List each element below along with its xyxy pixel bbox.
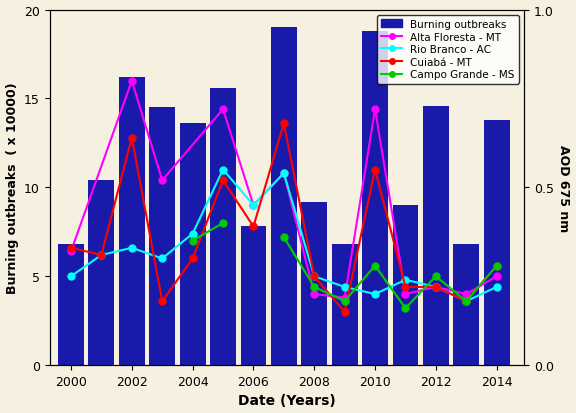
Bar bbox=[119, 78, 145, 365]
Legend: Burning outbreaks, Alta Floresta - MT, Rio Branco - AC, Cuiabá - MT, Campo Grand: Burning outbreaks, Alta Floresta - MT, R… bbox=[377, 16, 519, 84]
Bar bbox=[58, 244, 84, 365]
X-axis label: Date (Years): Date (Years) bbox=[238, 394, 336, 408]
Line: Campo Grande - MS: Campo Grande - MS bbox=[189, 220, 226, 244]
Bar bbox=[423, 106, 449, 365]
Bar bbox=[149, 108, 175, 365]
Bar bbox=[241, 227, 266, 365]
Campo Grande - MS bbox=[219, 221, 226, 226]
Bar bbox=[393, 206, 418, 365]
Bar bbox=[362, 32, 388, 365]
Bar bbox=[484, 121, 510, 365]
Bar bbox=[453, 244, 479, 365]
Bar bbox=[210, 88, 236, 365]
Bar bbox=[89, 181, 114, 365]
Bar bbox=[271, 28, 297, 365]
Campo Grande - MS bbox=[189, 239, 196, 244]
Bar bbox=[301, 202, 327, 365]
Bar bbox=[180, 124, 206, 365]
Y-axis label: AOD 675 nm: AOD 675 nm bbox=[558, 145, 570, 231]
Y-axis label: Burning outbreaks  ( x 10000): Burning outbreaks ( x 10000) bbox=[6, 82, 18, 294]
Bar bbox=[332, 244, 358, 365]
